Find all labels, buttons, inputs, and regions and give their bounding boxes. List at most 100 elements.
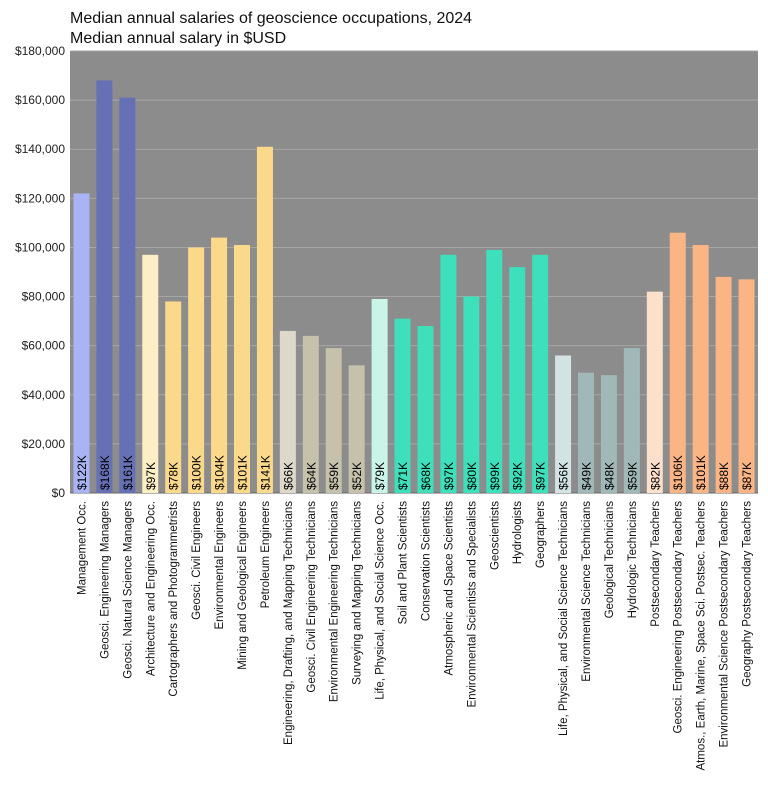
x-tick-label: Geosci. Engineering Managers xyxy=(99,501,111,659)
data-label: $97K xyxy=(442,462,456,490)
gridlines xyxy=(70,50,758,494)
x-tick-label: Environmental Engineering Technicians xyxy=(329,501,341,702)
bar xyxy=(463,296,480,493)
y-tick-label: $40,000 xyxy=(22,388,66,402)
data-label: $49K xyxy=(580,462,594,490)
plot-area xyxy=(70,51,758,493)
data-label: $106K xyxy=(671,455,685,490)
y-tick-label: $100,000 xyxy=(15,240,65,254)
bar xyxy=(486,249,503,493)
data-label: $122K xyxy=(75,455,89,490)
y-tick-label: $140,000 xyxy=(15,142,65,156)
bar xyxy=(417,326,434,493)
data-label: $168K xyxy=(98,455,112,490)
x-tick-label: Surveying and Mapping Technicians xyxy=(352,501,364,685)
bar xyxy=(646,291,663,493)
bar xyxy=(555,355,572,493)
bar xyxy=(279,330,296,493)
y-tick-label: $0 xyxy=(52,486,66,500)
data-label: $100K xyxy=(190,455,204,490)
x-tick-label: Hydrologists xyxy=(512,501,524,565)
y-tick-label: $160,000 xyxy=(15,93,65,107)
data-label: $68K xyxy=(419,462,433,490)
y-tick-label: $20,000 xyxy=(22,437,66,451)
data-label: $161K xyxy=(121,455,135,490)
x-tick-label: Geoscientists xyxy=(489,501,501,570)
x-tick-label: Geographers xyxy=(535,501,547,568)
x-tick-label: Environmental Scientists and Specialists xyxy=(466,501,478,708)
data-label: $104K xyxy=(213,455,227,490)
bar xyxy=(211,237,228,493)
bar xyxy=(600,375,617,493)
x-tick-label: Geosci. Civil Engineers xyxy=(191,501,203,620)
bar xyxy=(234,244,250,493)
data-label: $71K xyxy=(396,462,410,490)
data-labels: $122K $168K $161K $97K $78K $100K $104K $101K $1… xyxy=(75,455,754,490)
data-label: $80K xyxy=(465,462,479,490)
y-axis-ticks: $0 $20,000 $40,000 $60,000 $80,000 $100,000 $1… xyxy=(15,44,65,500)
data-label: $92K xyxy=(511,462,525,490)
bar xyxy=(394,318,411,493)
y-tick-label: $120,000 xyxy=(15,191,65,205)
data-label: $59K xyxy=(625,462,639,490)
bar xyxy=(256,146,273,493)
x-tick-label: Hydrologic Technicians xyxy=(627,501,639,619)
x-tick-label: Mining and Geological Engineers xyxy=(237,501,249,670)
x-tick-label: Geosci. Natural Science Managers xyxy=(122,501,134,679)
x-tick-label: Environmental Science Technicians xyxy=(581,501,593,682)
x-tick-label: Life, Physical, and Social Science Occ. xyxy=(375,501,387,700)
x-tick-label: Cartographers and Photogrammetrists xyxy=(168,501,180,697)
data-label: $59K xyxy=(327,462,341,490)
chart-titles: Median annual salaries of geoscience occ… xyxy=(70,9,472,49)
x-tick-label: Management Occ. xyxy=(76,501,88,595)
x-tick-label: Geosci. Engineering Postsecondary Teache… xyxy=(673,501,685,734)
bar xyxy=(623,348,640,493)
bar xyxy=(96,80,113,493)
x-tick-label: Conservation Scientists xyxy=(420,501,432,621)
bar xyxy=(738,279,755,493)
x-tick-label: Petroleum Engineers xyxy=(260,501,272,609)
bar xyxy=(142,254,159,493)
bar xyxy=(532,254,549,493)
bar xyxy=(440,254,457,493)
bar xyxy=(715,276,732,493)
data-label: $78K xyxy=(167,462,181,490)
x-tick-label: Soil and Plant Scientists xyxy=(398,501,410,625)
data-label: $66K xyxy=(281,462,295,490)
data-label: $82K xyxy=(648,462,662,490)
bar xyxy=(692,244,709,493)
data-label: $97K xyxy=(144,462,158,490)
x-tick-label: Architecture and Engineering Occ. xyxy=(145,501,157,676)
data-label: $56K xyxy=(557,462,571,490)
x-tick-label: Geosci. Civil Engineering Technicians xyxy=(306,501,318,693)
y-tick-label: $60,000 xyxy=(22,339,66,353)
data-label: $88K xyxy=(717,462,731,490)
bar xyxy=(73,193,90,493)
bar xyxy=(509,267,526,493)
bar xyxy=(578,372,594,493)
data-label: $48K xyxy=(602,462,616,490)
x-tick-label: Engineering, Drafting, and Mapping Techn… xyxy=(283,501,295,745)
bars xyxy=(73,80,755,494)
y-tick-label: $80,000 xyxy=(22,290,66,304)
x-tick-label: Geological Technicians xyxy=(604,501,616,619)
x-tick-label: Environmental Science Postsecondary Teac… xyxy=(719,501,731,748)
y-tick-label: $180,000 xyxy=(15,44,65,58)
bar xyxy=(348,365,365,493)
data-label: $101K xyxy=(236,455,250,490)
chart-subtitle: Median annual salary in $USD xyxy=(70,30,287,47)
bar xyxy=(188,247,205,493)
x-axis-ticks: Management Occ. Geosci. Engineering Manag… xyxy=(76,501,753,771)
data-label: $64K xyxy=(304,462,318,490)
data-label: $141K xyxy=(258,455,272,490)
x-tick-label: Atmospheric and Space Scientists xyxy=(443,501,455,676)
data-label: $87K xyxy=(740,462,754,490)
x-tick-label: Atmos., Earth, Marine, Space Sci. Postse… xyxy=(696,501,708,771)
x-tick-label: Environmental Engineers xyxy=(214,501,226,630)
data-label: $101K xyxy=(694,455,708,490)
bar xyxy=(119,97,136,494)
chart-title: Median annual salaries of geoscience occ… xyxy=(70,10,473,27)
data-label: $97K xyxy=(534,462,548,490)
data-label: $99K xyxy=(488,462,502,490)
